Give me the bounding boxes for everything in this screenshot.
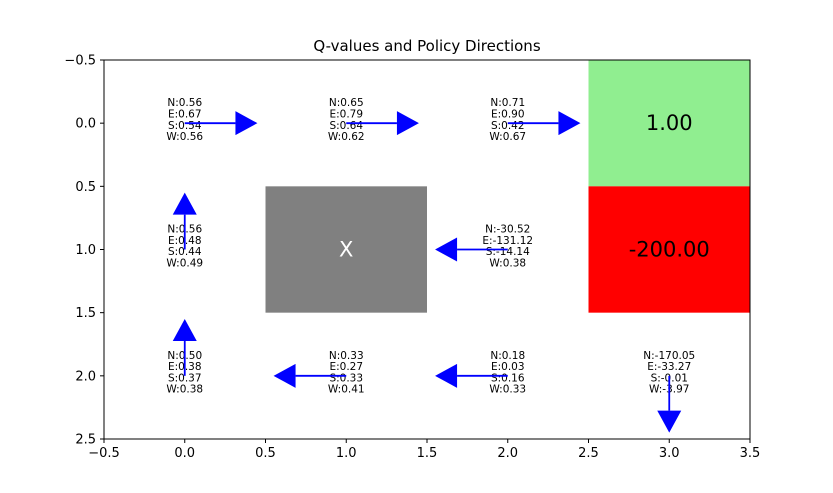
q-value-group: N:-30.52E:-131.12S:-14.14W:0.38 xyxy=(482,224,533,270)
cell-label: 1.00 xyxy=(646,111,693,135)
x-tick-label: −0.5 xyxy=(88,446,120,461)
q-value-label: N:0.65 xyxy=(329,97,364,109)
arrow-head xyxy=(435,363,458,388)
q-value-label: E:-131.12 xyxy=(482,235,533,247)
x-tick-label: 2.0 xyxy=(497,446,518,461)
policy-arrow xyxy=(657,375,682,433)
q-value-label: N:0.56 xyxy=(167,97,202,109)
y-tick-label: 0.5 xyxy=(75,180,96,195)
y-tick-label: 2.0 xyxy=(75,369,96,384)
q-value-label: N:0.71 xyxy=(490,97,525,109)
special-cell: -200.00 xyxy=(588,186,750,313)
q-value-label: S:0.33 xyxy=(329,372,363,384)
q-value-label: W:0.56 xyxy=(166,131,203,143)
q-value-label: S:0.64 xyxy=(329,120,363,132)
x-tick-label: 3.0 xyxy=(659,446,680,461)
y-tick-label: 2.5 xyxy=(75,433,96,448)
special-cell: X xyxy=(265,186,427,313)
y-tick-label: −0.5 xyxy=(64,54,96,69)
cell-fill xyxy=(265,186,427,313)
q-value-group: N:0.65E:0.79S:0.64W:0.62 xyxy=(328,97,365,143)
policy-arrows xyxy=(172,111,682,433)
policy-arrow xyxy=(435,237,508,262)
policy-arrow xyxy=(172,318,197,376)
special-cell: 1.00 xyxy=(588,60,750,187)
q-value-label: S:0.44 xyxy=(168,246,202,258)
arrow-head xyxy=(172,318,197,341)
q-value-label: W:0.49 xyxy=(166,257,203,269)
cell-fill xyxy=(588,60,750,187)
y-tick-label: 1.5 xyxy=(75,306,96,321)
grid-cells: 1.00 -200.00 X xyxy=(265,60,750,313)
arrow-head xyxy=(273,363,296,388)
policy-arrow xyxy=(507,111,581,136)
q-value-label: E:0.03 xyxy=(491,361,525,373)
chart-title: Q-values and Policy Directions xyxy=(313,37,540,55)
q-value-group: N:0.56E:0.67S:0.54W:0.56 xyxy=(166,97,203,143)
q-value-group: N:0.18E:0.03S:0.16W:0.33 xyxy=(489,350,526,396)
q-value-label: E:0.79 xyxy=(329,108,363,120)
arrow-head xyxy=(396,111,419,136)
q-value-label: N:0.18 xyxy=(490,350,525,362)
q-value-group: N:0.56E:0.48S:0.44W:0.49 xyxy=(166,224,203,270)
q-value-label: W:0.41 xyxy=(328,384,365,396)
q-value-label: W:0.62 xyxy=(328,131,365,143)
x-tick-label: 3.5 xyxy=(740,446,761,461)
x-tick-label: 2.5 xyxy=(578,446,599,461)
arrow-head xyxy=(435,237,458,262)
arrow-head xyxy=(657,410,682,433)
q-value-label: E:0.90 xyxy=(491,108,525,120)
policy-arrow xyxy=(172,192,197,250)
axis-ticks: −0.5 0.0 0.5 1.0 1.5 2.0 2.5 3.0 3.5 −0.5 0.0 0.5 1.… xyxy=(64,54,760,462)
cell-label: -200.00 xyxy=(629,238,710,262)
q-value-label: N:-170.05 xyxy=(643,350,695,362)
policy-arrow xyxy=(435,363,508,388)
q-value-group: N:0.33E:0.27S:0.33W:0.41 xyxy=(328,350,365,396)
q-value-label: W:0.38 xyxy=(489,257,526,269)
q-value-label: S:-14.14 xyxy=(486,246,530,258)
y-tick-label: 1.0 xyxy=(75,243,96,258)
q-value-label: E:0.27 xyxy=(329,361,363,373)
q-value-label: E:-33.27 xyxy=(647,361,691,373)
policy-arrow xyxy=(184,111,258,136)
q-value-label: N:-30.52 xyxy=(485,224,530,236)
policy-arrow xyxy=(273,363,347,388)
q-value-label: S:0.54 xyxy=(168,120,202,132)
q-value-label: S:0.42 xyxy=(491,120,525,132)
q-value-group: N:0.50E:0.38S:0.37W:0.38 xyxy=(166,350,203,396)
q-value-label: W:0.33 xyxy=(489,384,526,396)
q-value-label: S:0.16 xyxy=(491,372,525,384)
x-tick-label: 1.5 xyxy=(417,446,438,461)
policy-arrow xyxy=(346,111,419,136)
q-value-label: W:0.67 xyxy=(489,131,526,143)
y-tick-label: 0.0 xyxy=(75,117,96,132)
arrow-head xyxy=(558,111,581,136)
q-value-label: W:0.38 xyxy=(166,384,203,396)
x-tick-label: 0.5 xyxy=(255,446,276,461)
x-tick-label: 1.0 xyxy=(336,446,357,461)
q-value-group: N:-170.05E:-33.27S:-0.01W:-3.97 xyxy=(643,350,695,396)
q-value-labels: N:0.56E:0.67S:0.54W:0.56N:0.65E:0.79S:0.… xyxy=(166,97,695,396)
arrow-head xyxy=(172,192,197,215)
cell-label: X xyxy=(339,238,353,262)
arrow-head xyxy=(235,111,258,136)
q-value-group: N:0.71E:0.90S:0.42W:0.67 xyxy=(489,97,526,143)
q-value-label: E:0.67 xyxy=(168,108,202,120)
q-value-label: N:0.33 xyxy=(329,350,364,362)
cell-fill xyxy=(588,186,750,313)
q-value-label: S:0.37 xyxy=(168,372,202,384)
x-tick-label: 0.0 xyxy=(174,446,195,461)
